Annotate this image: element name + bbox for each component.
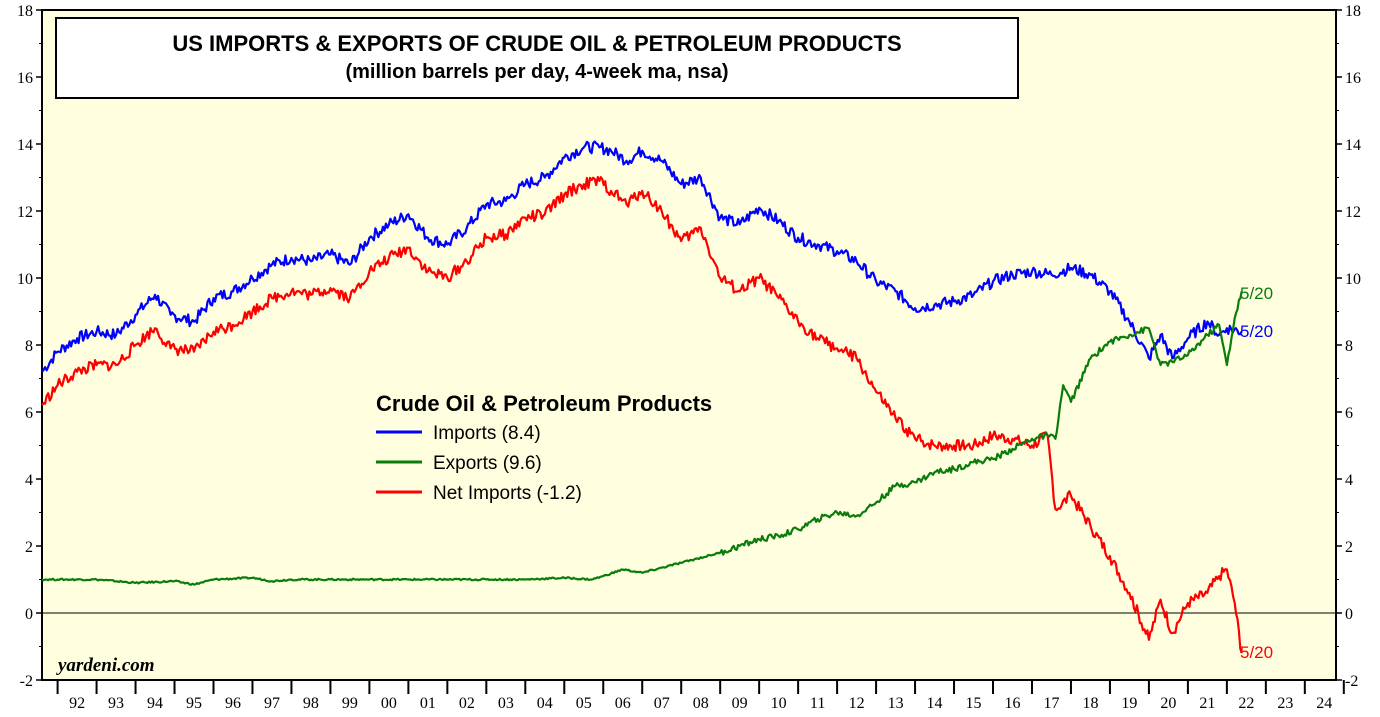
x-tick-label: 21 — [1199, 695, 1215, 712]
y-tick-label-left: 16 — [17, 70, 33, 87]
y-tick-label-left: 14 — [17, 137, 33, 154]
x-tick-label: 16 — [1005, 695, 1021, 712]
y-tick-label-right: 12 — [1345, 204, 1361, 221]
y-tick-label-right: 2 — [1345, 539, 1353, 556]
chart-title: US IMPORTS & EXPORTS OF CRUDE OIL & PETR… — [172, 31, 901, 56]
y-tick-label-right: 8 — [1345, 338, 1353, 355]
y-axis-left: -2 0 2 4 6 8 10 12 14 16 18 — [17, 3, 42, 690]
x-tick-label: 13 — [888, 695, 904, 712]
x-tick-label: 94 — [147, 695, 163, 712]
x-tick-label: 02 — [459, 695, 475, 712]
y-tick-label-left: 18 — [17, 3, 33, 20]
x-tick-label: 11 — [810, 695, 825, 712]
y-tick-label-right: 18 — [1345, 3, 1361, 20]
title-box — [55, 17, 1019, 99]
x-tick-label: 09 — [732, 695, 748, 712]
y-tick-label-right: 16 — [1345, 70, 1361, 87]
x-tick-label: 05 — [576, 695, 592, 712]
x-tick-label: 97 — [264, 695, 280, 712]
x-axis: 92 93 94 95 96 97 98 99 00 01 02 03 04 05 06 07 08 09 10 11… — [56, 680, 1345, 712]
x-tick-label: 96 — [225, 695, 241, 712]
x-tick-label: 06 — [615, 695, 631, 712]
legend-label-exports: Exports (9.6) — [433, 453, 542, 474]
series-line-exports — [41, 291, 1243, 586]
x-tick-label: 00 — [381, 695, 397, 712]
x-tick-label: 93 — [108, 695, 124, 712]
x-tick-label: 07 — [654, 695, 670, 712]
chart-subtitle: (million barrels per day, 4-week ma, nsa… — [345, 61, 728, 83]
legend-title: Crude Oil & Petroleum Products — [376, 391, 712, 416]
y-tick-label-right: 14 — [1345, 137, 1361, 154]
x-tick-label: 08 — [693, 695, 709, 712]
y-tick-label-left: 10 — [17, 271, 33, 288]
source-label: yardeni.com — [56, 655, 155, 676]
y-tick-label-right: 6 — [1345, 405, 1353, 422]
y-tick-label-left: 2 — [25, 539, 33, 556]
y-tick-label-right: 0 — [1345, 606, 1353, 623]
x-tick-label: 01 — [420, 695, 436, 712]
end-label-imports: 5/20 — [1240, 322, 1273, 341]
end-label-exports: 5/20 — [1240, 284, 1273, 303]
y-tick-label-left: 4 — [25, 472, 33, 489]
x-tick-label: 23 — [1277, 695, 1293, 712]
x-tick-label: 04 — [537, 695, 553, 712]
x-tick-label: 10 — [771, 695, 787, 712]
y-tick-label-right: 4 — [1345, 472, 1353, 489]
series-line-imports — [41, 140, 1243, 373]
y-tick-label-right: 10 — [1345, 271, 1361, 288]
series-layer — [41, 140, 1243, 654]
end-label-net-imports: 5/20 — [1240, 643, 1273, 662]
x-tick-label: 92 — [69, 695, 85, 712]
legend: Crude Oil & Petroleum Products Imports (… — [376, 391, 712, 504]
x-tick-label: 98 — [303, 695, 319, 712]
y-tick-label-left: 8 — [25, 338, 33, 355]
x-tick-label: 19 — [1121, 695, 1137, 712]
x-tick-label: 15 — [966, 695, 982, 712]
plot-background — [41, 9, 1337, 681]
x-tick-label: 22 — [1238, 695, 1254, 712]
x-tick-label: 18 — [1082, 695, 1098, 712]
x-tick-label: 14 — [927, 695, 943, 712]
y-tick-label-left: -2 — [20, 673, 33, 690]
y-axis-right: -2 0 2 4 6 8 10 12 14 16 18 — [1336, 3, 1361, 690]
y-tick-label-left: 6 — [25, 405, 33, 422]
x-tick-label: 03 — [498, 695, 514, 712]
x-tick-label: 12 — [849, 695, 865, 712]
y-tick-label-left: 12 — [17, 204, 33, 221]
y-tick-label-right: -2 — [1345, 673, 1358, 690]
x-tick-label: 20 — [1160, 695, 1176, 712]
legend-label-imports: Imports (8.4) — [433, 423, 541, 444]
x-tick-label: 95 — [186, 695, 202, 712]
y-tick-label-left: 0 — [25, 606, 33, 623]
x-tick-label: 24 — [1316, 695, 1332, 712]
legend-label-net-imports: Net Imports (-1.2) — [433, 483, 582, 504]
x-tick-label: 17 — [1043, 695, 1059, 712]
x-tick-label: 99 — [342, 695, 358, 712]
